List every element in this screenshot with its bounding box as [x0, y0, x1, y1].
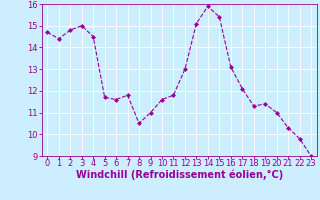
X-axis label: Windchill (Refroidissement éolien,°C): Windchill (Refroidissement éolien,°C) [76, 169, 283, 180]
